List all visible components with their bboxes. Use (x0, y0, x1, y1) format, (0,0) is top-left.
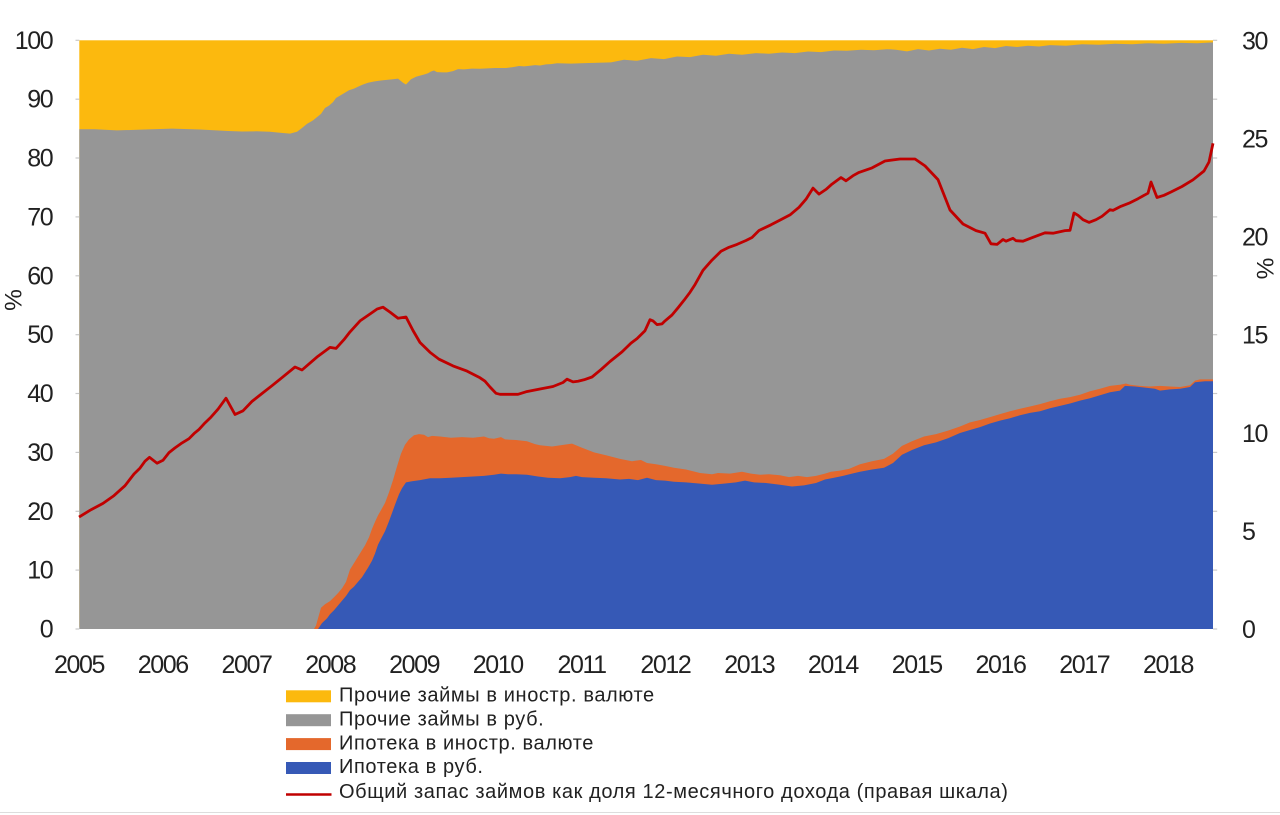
svg-text:Общий запас займов как доля 12: Общий запас займов как доля 12-месячного… (339, 781, 1009, 803)
svg-text:0: 0 (40, 616, 53, 644)
svg-text:90: 90 (27, 86, 53, 114)
svg-text:2005: 2005 (54, 651, 105, 679)
svg-text:20: 20 (1242, 224, 1268, 252)
svg-text:25: 25 (1242, 125, 1268, 153)
svg-text:2011: 2011 (558, 651, 607, 679)
svg-text:2017: 2017 (1059, 651, 1110, 679)
svg-text:10: 10 (1242, 420, 1268, 448)
svg-text:2007: 2007 (221, 651, 272, 679)
svg-text:2010: 2010 (473, 651, 524, 679)
svg-text:40: 40 (27, 380, 53, 408)
svg-text:2015: 2015 (892, 651, 943, 679)
svg-text:80: 80 (27, 145, 53, 173)
svg-text:2006: 2006 (138, 651, 189, 679)
svg-text:100: 100 (15, 27, 53, 55)
svg-text:60: 60 (27, 262, 53, 290)
svg-text:%: % (1253, 258, 1280, 280)
svg-text:30: 30 (27, 439, 53, 467)
svg-text:20: 20 (27, 498, 53, 526)
svg-text:Ипотека в руб.: Ипотека в руб. (339, 756, 484, 778)
svg-text:2012: 2012 (640, 651, 691, 679)
svg-text:0: 0 (1242, 616, 1255, 644)
svg-text:15: 15 (1242, 322, 1268, 350)
svg-text:2009: 2009 (389, 651, 440, 679)
svg-text:2013: 2013 (724, 651, 775, 679)
svg-text:50: 50 (27, 321, 53, 349)
svg-text:Прочие займы в иностр. валюте: Прочие займы в иностр. валюте (339, 685, 655, 707)
svg-text:2008: 2008 (305, 651, 356, 679)
svg-text:Прочие займы в руб.: Прочие займы в руб. (339, 708, 544, 730)
svg-text:2016: 2016 (975, 651, 1026, 679)
svg-text:5: 5 (1242, 518, 1255, 546)
svg-text:10: 10 (27, 557, 53, 585)
svg-text:%: % (1, 289, 28, 311)
svg-text:2014: 2014 (808, 651, 860, 679)
svg-text:Ипотека в иностр. валюте: Ипотека в иностр. валюте (339, 732, 594, 754)
svg-text:70: 70 (27, 203, 53, 231)
svg-text:30: 30 (1242, 27, 1268, 55)
svg-text:2018: 2018 (1143, 651, 1194, 679)
